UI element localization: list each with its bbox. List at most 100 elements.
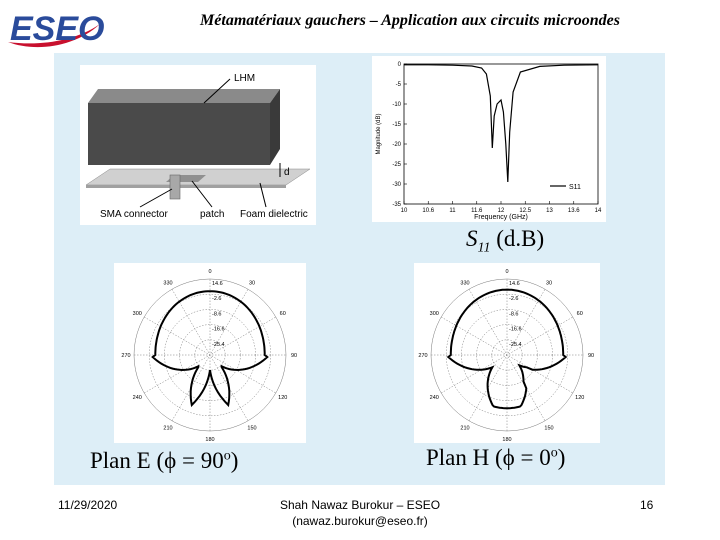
- h-caption-degree: o: [550, 445, 558, 461]
- polar-angle-label: 30: [546, 280, 552, 286]
- polar-angle-label: 60: [280, 311, 286, 317]
- e-plane-pattern-curve: [151, 290, 269, 408]
- s11-x-tick-label: 12: [498, 208, 505, 214]
- s11-x-tick-label: 13: [546, 208, 553, 214]
- polar-radial-label: -25.4: [509, 342, 522, 348]
- polar-radial-label: 14.6: [509, 281, 520, 287]
- polar-radial-label: -2.6: [509, 296, 518, 302]
- patch-arrow: [191, 180, 213, 208]
- polar-grid-spoke: [468, 289, 546, 421]
- s11-chart: 0 -5 -10 -15 -20 -25 -30 -35 10 10.6 11 11.6 12 12.5…: [372, 56, 606, 222]
- polar-radial-label: -16.6: [509, 327, 522, 333]
- s11-series-line: [404, 64, 599, 183]
- logo-text: ESEO: [10, 10, 104, 48]
- polar-angle-label: 210: [163, 426, 172, 432]
- h-plane-caption: Plan H (ϕ = 0o): [426, 445, 565, 471]
- s11-y-tick-label: -5: [396, 82, 402, 88]
- footer-email: (nawaz.burokur@eseo.fr): [292, 514, 428, 528]
- polar-angle-label: 300: [430, 311, 439, 317]
- polar-radial-label: -8.6: [509, 311, 518, 317]
- polar-radial-label: -2.6: [212, 296, 221, 302]
- d-label: d: [284, 167, 290, 178]
- polar-angle-label: 150: [544, 426, 553, 432]
- h-caption-phi: ϕ: [502, 445, 515, 470]
- polar-angle-label: 120: [575, 395, 584, 401]
- s11-y-tick-label: -30: [392, 182, 401, 188]
- polar-angle-label: 120: [278, 395, 287, 401]
- sma-connector: [169, 174, 181, 200]
- polar-radial-label: -25.4: [212, 342, 225, 348]
- sma-arrow: [139, 188, 173, 208]
- polar-angle-label: 180: [205, 437, 214, 443]
- polar-angle-label: 90: [588, 353, 594, 359]
- eseo-logo: ESEO: [4, 2, 104, 50]
- polar-grid-circle: [148, 293, 272, 417]
- foam-arrow: [259, 182, 267, 208]
- s11-y-tick-label: 0: [398, 62, 402, 68]
- lhm-block-front: [88, 103, 270, 165]
- e-caption-prefix: Plan E (: [90, 448, 165, 473]
- s11-caption: S11 (d.B): [466, 226, 544, 257]
- polar-angle-label: 180: [502, 437, 511, 443]
- s11-x-tick-label: 11: [449, 208, 456, 214]
- footer-author: Shah Nawaz Burokur – ESEO: [279, 498, 441, 512]
- sma-label: SMA connector: [100, 209, 168, 220]
- s11-y-tick-label: -25: [392, 162, 401, 168]
- polar-grid-circle: [461, 309, 553, 401]
- polar-angle-label: 330: [460, 280, 469, 286]
- h-caption-suffix: ): [557, 445, 566, 470]
- lhm-block-side: [270, 89, 280, 165]
- s11-x-tick-label: 11.6: [471, 208, 483, 214]
- logo-swoosh: [8, 24, 100, 48]
- s11-y-axis-label: Magnitude (dB): [376, 113, 382, 154]
- footer-date: 11/29/2020: [58, 498, 118, 512]
- lhm-label: LHM: [234, 73, 255, 84]
- polar-angle-label: 90: [291, 353, 297, 359]
- s11-symbol: S: [466, 226, 478, 251]
- h-plane-pattern-curve: [446, 288, 568, 410]
- s11-y-tick-label: -35: [392, 202, 401, 208]
- polar-h-plane: 0 30 60 90 120 150 180 210 240 270 300 330 14.6 -2.6…: [414, 263, 600, 443]
- polar-angle-label: 30: [249, 280, 255, 286]
- s11-x-tick-label: 13.6: [568, 208, 580, 214]
- s11-legend-label: S11: [569, 184, 581, 191]
- h-caption-prefix: Plan H (: [426, 445, 503, 470]
- polar-angle-label: 270: [121, 353, 130, 359]
- polar-angle-label: 0: [208, 269, 211, 275]
- polar-angle-label: 0: [505, 269, 508, 275]
- foam-label: Foam dielectric: [240, 209, 308, 220]
- polar-radial-label: -8.6: [212, 311, 221, 317]
- lhm-arrow: [203, 78, 231, 104]
- polar-angle-label: 330: [163, 280, 172, 286]
- polar-grid-spoke: [171, 289, 249, 421]
- s11-plot-area: [403, 63, 599, 205]
- polar-angle-label: 270: [418, 353, 427, 359]
- s11-x-tick-label: 10.6: [422, 208, 434, 214]
- e-caption-value: = 90: [176, 448, 224, 473]
- antenna-structure-figure: d LHM SMA connector patch Foam dielectri…: [80, 65, 316, 225]
- e-caption-suffix: ): [230, 448, 239, 473]
- polar-grid-circle: [445, 293, 569, 417]
- e-plane-caption: Plan E (ϕ = 90o): [90, 448, 238, 474]
- polar-e-plane: 0 30 60 90 120 150 180 210 240 270 300 330 14.6 -2.6…: [114, 263, 306, 443]
- polar-angle-label: 300: [133, 311, 142, 317]
- s11-x-axis-label: Frequency (GHz): [474, 214, 528, 221]
- polar-radial-label: 14.6: [212, 281, 223, 287]
- h-caption-value: = 0: [514, 445, 551, 470]
- s11-subscript: 11: [477, 240, 491, 256]
- s11-y-tick-label: -15: [392, 122, 401, 128]
- polar-angle-label: 240: [133, 395, 142, 401]
- polar-angle-label: 210: [460, 426, 469, 432]
- polar-angle-label: 150: [247, 426, 256, 432]
- s11-x-tick-label: 14: [595, 208, 602, 214]
- e-caption-phi: ϕ: [164, 448, 177, 473]
- polar-radial-label: -16.6: [212, 327, 225, 333]
- foam-slab-edge: [86, 185, 286, 188]
- polar-angle-label: 240: [430, 395, 439, 401]
- polar-angle-label: 60: [577, 311, 583, 317]
- s11-unit: (d.B): [496, 226, 545, 251]
- e-caption-degree: o: [223, 448, 231, 464]
- footer-page-number: 16: [640, 498, 654, 512]
- s11-x-tick-label: 10: [401, 208, 408, 214]
- s11-x-tick-label: 12.5: [519, 208, 531, 214]
